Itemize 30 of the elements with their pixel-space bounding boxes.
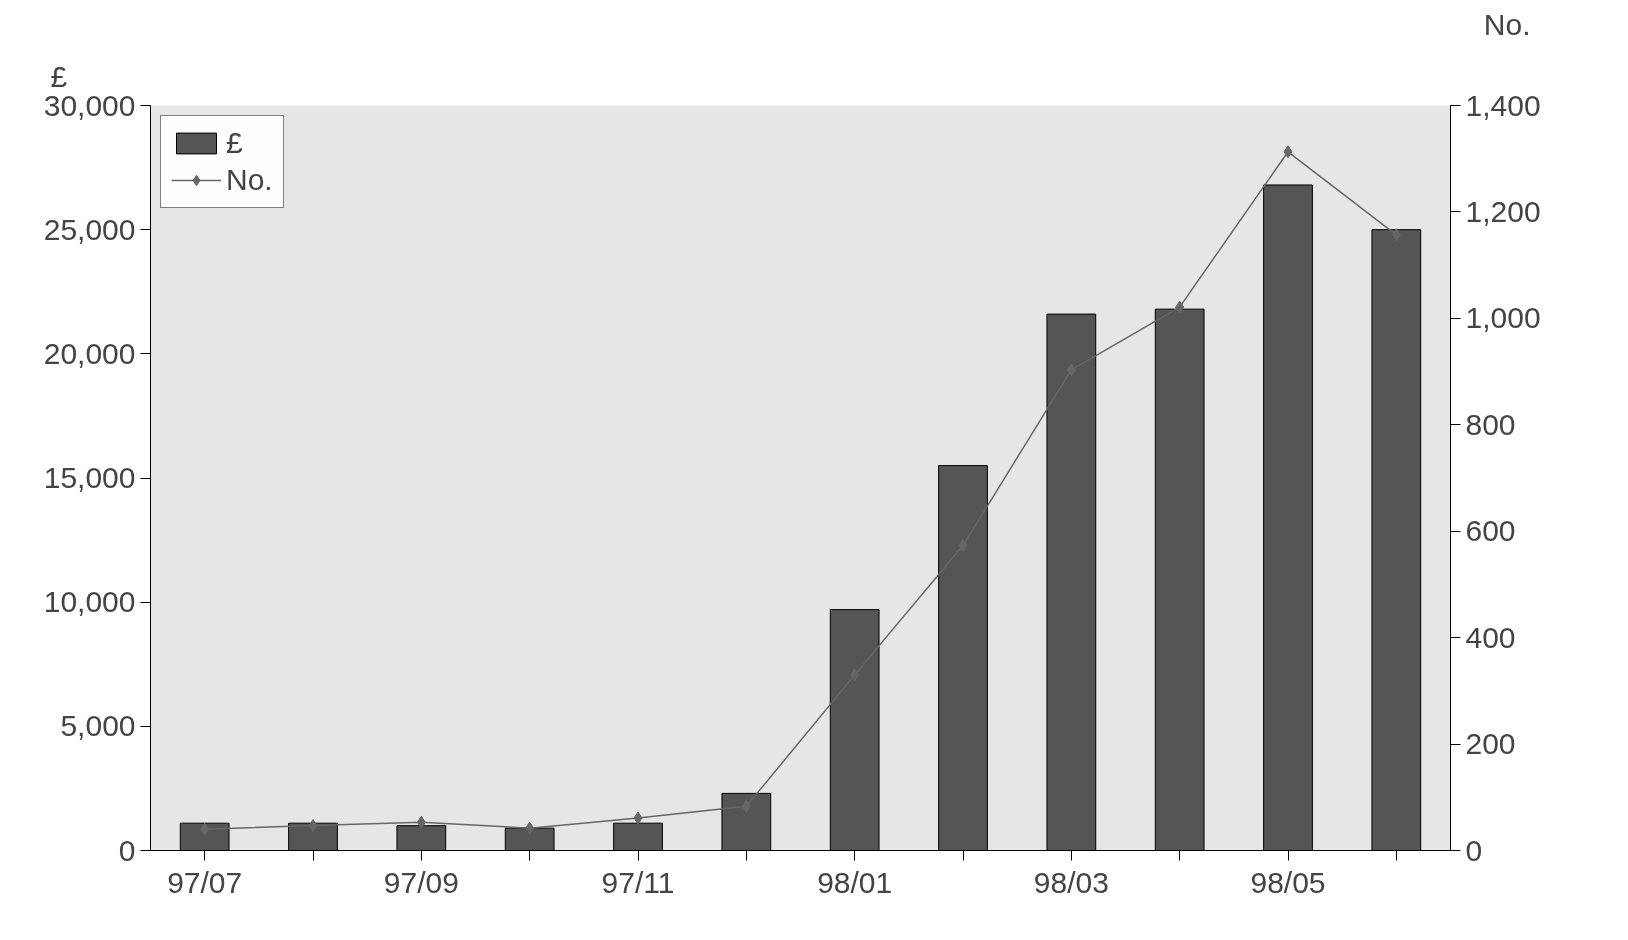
y-tick-label: 0 (118, 833, 136, 867)
point (1391, 228, 1401, 242)
x-tick-label: 98/03 (1033, 865, 1109, 899)
y-tick-label: 20,000 (43, 336, 136, 370)
point (416, 815, 426, 829)
y-tick-label: 15,000 (43, 461, 136, 494)
y2-tick-label: 400 (1465, 620, 1516, 654)
x-tick-label: 98/05 (1250, 865, 1326, 899)
x-tick-label: 97/11 (601, 865, 675, 899)
point (1283, 145, 1293, 159)
y-tick-label: 25,000 (43, 212, 136, 246)
y2-tick-label: 800 (1465, 407, 1516, 441)
y2-axis-title: No. (1483, 7, 1531, 41)
y2-tick-label: 600 (1465, 514, 1516, 548)
point (1175, 300, 1185, 314)
y2-tick-label: 1,200 (1465, 194, 1541, 228)
x-tick-label: 97/07 (167, 865, 243, 899)
x-tick-label: 97/09 (383, 865, 459, 899)
y2-tick-label: 200 (1465, 727, 1516, 761)
y-tick-label: 10,000 (43, 585, 136, 619)
point (633, 811, 643, 825)
y2-tick-label: 1,400 (1465, 88, 1541, 122)
x-tick-label: 98/01 (817, 865, 893, 899)
point (308, 818, 318, 832)
y2-tick-label: 1,000 (1465, 301, 1541, 335)
point (525, 821, 535, 835)
legend-label: No. (226, 163, 273, 197)
y-tick-label: 5,000 (60, 709, 136, 743)
y2-tick-label: 0 (1465, 833, 1483, 867)
legend-label: £ (226, 126, 244, 160)
